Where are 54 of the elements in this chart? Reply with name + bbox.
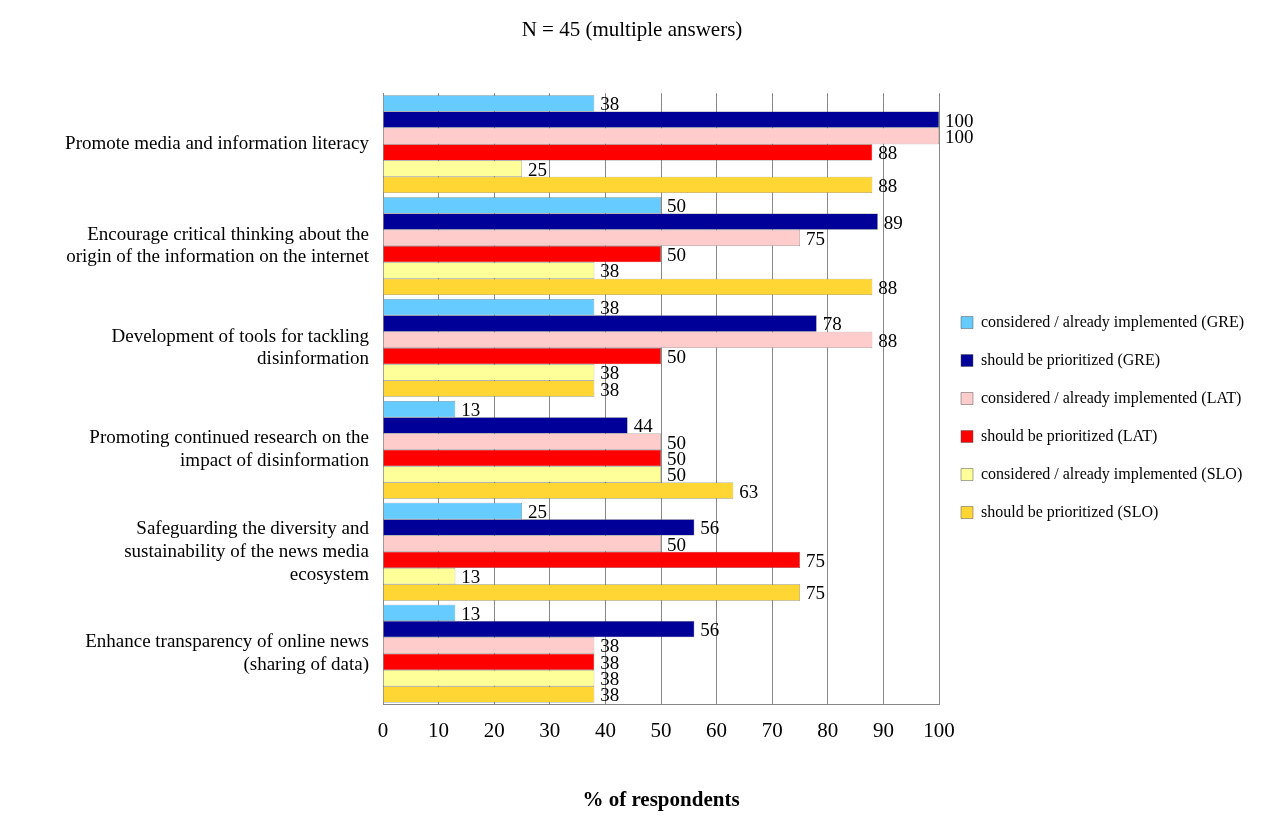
legend-label: considered / already implemented (GRE) xyxy=(981,312,1245,331)
data-label: 50 xyxy=(667,346,686,368)
data-label: 38 xyxy=(600,297,620,319)
data-label: 25 xyxy=(528,158,547,180)
data-label: 88 xyxy=(878,276,898,298)
x-tick-label: 90 xyxy=(872,717,894,742)
data-label: 78 xyxy=(822,313,842,335)
x-axis-title: % of respondents xyxy=(582,786,740,811)
x-tick-label: 70 xyxy=(761,717,783,742)
data-label: 44 xyxy=(633,415,654,437)
data-label: 100 xyxy=(945,109,974,131)
data-label: 13 xyxy=(461,566,481,588)
data-label: 88 xyxy=(878,142,898,164)
y-tick-label: Promoting continued research on the impact of disinformation xyxy=(89,426,370,471)
data-label: 38 xyxy=(600,93,620,115)
chart-title: N = 45 (multiple answers) xyxy=(521,17,743,42)
data-label: 75 xyxy=(806,582,825,604)
data-label: 50 xyxy=(667,464,686,486)
legend-label: should be prioritized (LAT) xyxy=(981,426,1158,445)
x-tick-label: 50 xyxy=(650,717,672,742)
data-label: 56 xyxy=(700,517,720,539)
data-label: 63 xyxy=(739,480,759,502)
x-tick-label: 0 xyxy=(377,717,389,742)
y-tick-label: Development of tools for tackling disinformation xyxy=(111,324,370,369)
x-tick-label: 10 xyxy=(428,717,450,742)
x-tick-label: 20 xyxy=(483,717,505,742)
legend-label: considered / already implemented (LAT) xyxy=(981,388,1242,407)
y-tick-label: Enhance transparency of online news (sharing of data) xyxy=(85,630,369,676)
x-tick-label: 60 xyxy=(706,717,728,742)
data-label: 13 xyxy=(461,602,481,624)
x-tick-label: 40 xyxy=(594,717,616,742)
x-tick-label: 100 xyxy=(923,717,955,742)
legend-label: should be prioritized (GRE) xyxy=(981,350,1161,369)
data-label: 38 xyxy=(600,684,620,706)
x-tick-label: 30 xyxy=(539,717,561,742)
data-label: 88 xyxy=(878,174,898,196)
data-label: 25 xyxy=(528,500,547,522)
data-label: 38 xyxy=(600,260,620,282)
data-label: 88 xyxy=(878,329,898,351)
y-tick-label: Promote media and information literacy xyxy=(65,132,370,154)
x-tick-label: 80 xyxy=(817,717,839,742)
data-label: 50 xyxy=(667,195,686,217)
data-label: 89 xyxy=(883,211,903,233)
data-label: 50 xyxy=(667,244,686,266)
data-label: 13 xyxy=(461,399,481,421)
y-tick-label: Safeguarding the diversity and sustainability of the news media ecosystem xyxy=(124,516,370,584)
data-label: 75 xyxy=(806,227,825,249)
data-label: 50 xyxy=(667,533,686,555)
data-label: 56 xyxy=(700,619,720,641)
y-tick-label: Encourage critical thinking about the origin of the information on the internet xyxy=(66,222,370,267)
legend-label: should be prioritized (SLO) xyxy=(981,502,1159,521)
data-label: 75 xyxy=(806,549,825,571)
data-label: 50 xyxy=(667,431,686,453)
legend-label: considered / already implemented (SLO) xyxy=(981,464,1243,483)
